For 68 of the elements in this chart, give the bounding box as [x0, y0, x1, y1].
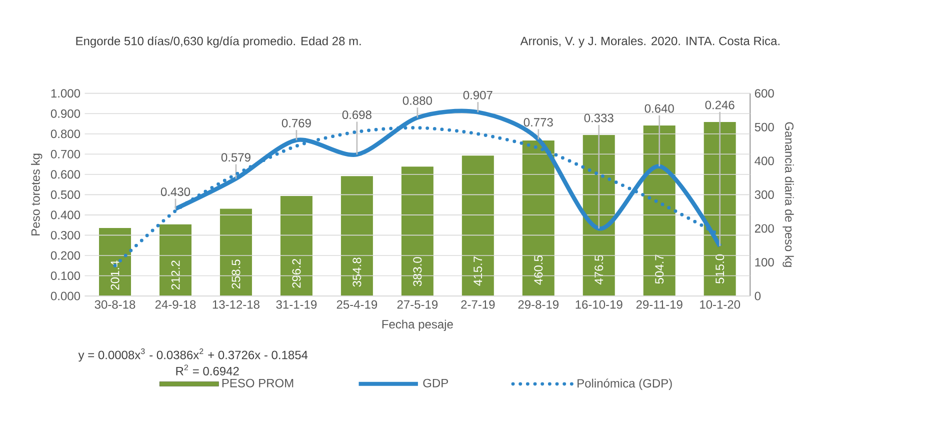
data-label: 0.769: [282, 118, 311, 128]
y2-tick-label: 200: [754, 224, 774, 233]
x-tick-label: 10-1-20: [700, 300, 740, 309]
data-label: 0.430: [160, 188, 190, 196]
y2-tick-label: 300: [754, 190, 774, 199]
y2-tick-label: 0: [754, 292, 761, 300]
legend-label: GDP: [423, 378, 448, 388]
data-label: 0.880: [402, 96, 432, 105]
x-tick-label: 16-10-19: [576, 300, 622, 309]
y2-tick-label: 400: [754, 156, 774, 166]
bar: [99, 228, 132, 296]
bar: [340, 176, 373, 296]
data-label: 460.5: [534, 256, 543, 285]
data-label: 0.773: [524, 118, 553, 127]
y-tick-label: 0.600: [50, 170, 80, 179]
bar: [401, 166, 434, 296]
data-label: 504.7: [655, 254, 664, 284]
x-tick-label: 13-12-18: [212, 300, 260, 309]
data-label: 0.333: [584, 114, 614, 122]
data-label: 201.4: [110, 260, 120, 290]
x-axis-title: Fecha pesaje: [382, 320, 453, 331]
y-axis-title: Peso toretes kg: [31, 154, 42, 236]
bar: [462, 156, 494, 296]
y2-tick-label: 500: [754, 122, 774, 132]
chart-title: Engorde 510 días/0,630 kg/día promedio. Edad 28 m.: [76, 36, 361, 48]
y2-tick-label: 600: [754, 89, 774, 98]
x-tick-label: 31-1-19: [276, 300, 317, 309]
bar: [280, 196, 312, 296]
x-tick-label: 29-8-19: [518, 300, 559, 309]
legend-label: PESO PROM: [222, 378, 294, 388]
bar: [159, 224, 192, 296]
data-label: 0.579: [221, 153, 250, 162]
data-label: 296.2: [292, 258, 301, 288]
x-tick-label: 30-8-18: [94, 300, 136, 309]
x-tick-label: 29-11-19: [636, 300, 682, 309]
data-label: 258.5: [232, 260, 240, 289]
legend-label: Polinómica (GDP): [578, 378, 672, 390]
y-tick-label: 0.900: [50, 109, 80, 118]
bar: [220, 208, 252, 296]
y-tick-label: 0.200: [50, 251, 80, 260]
data-label: 0.246: [705, 100, 734, 110]
y-tick-label: 0.700: [50, 150, 80, 158]
x-tick-label: 25-4-19: [336, 300, 378, 309]
data-label: 212.2: [171, 260, 180, 290]
data-label: 383.0: [413, 257, 422, 286]
data-label: 354.8: [352, 258, 362, 287]
data-label: 0.698: [342, 110, 372, 120]
x-tick-label: 24-9-18: [155, 300, 196, 309]
data-label: 515.0: [716, 254, 724, 284]
x-tick-label: 27-5-19: [397, 300, 438, 309]
y-tick-label: 0.400: [50, 210, 80, 220]
text: y = 0.0008x$^{3}$ - 0.0386x$^{2}$ + 0.3726x - 0.1854: [78, 348, 308, 362]
x-tick-label: 2-7-19: [461, 300, 495, 309]
y2-axis-title: Ganancia diaria de peso kg: [782, 122, 794, 267]
bar: [522, 140, 554, 296]
y-tick-label: 0.000: [50, 292, 80, 300]
data-label: 476.5: [594, 255, 604, 284]
y-tick-label: 0.100: [50, 271, 80, 280]
y-tick-label: 0.800: [50, 130, 80, 138]
data-label: 0.640: [644, 104, 674, 113]
data-label: 0.907: [463, 90, 492, 100]
y-tick-label: 1.000: [51, 89, 80, 98]
y-tick-label: 0.500: [50, 190, 80, 199]
text: R$^{2}$ = 0.6942: [176, 364, 239, 376]
y-tick-label: 0.300: [50, 230, 80, 240]
text: Arronis, V. y J. Morales. 2020. INTA. Costa Rica.: [520, 36, 780, 48]
bar: [643, 126, 676, 296]
y2-tick-label: 100: [755, 258, 774, 266]
